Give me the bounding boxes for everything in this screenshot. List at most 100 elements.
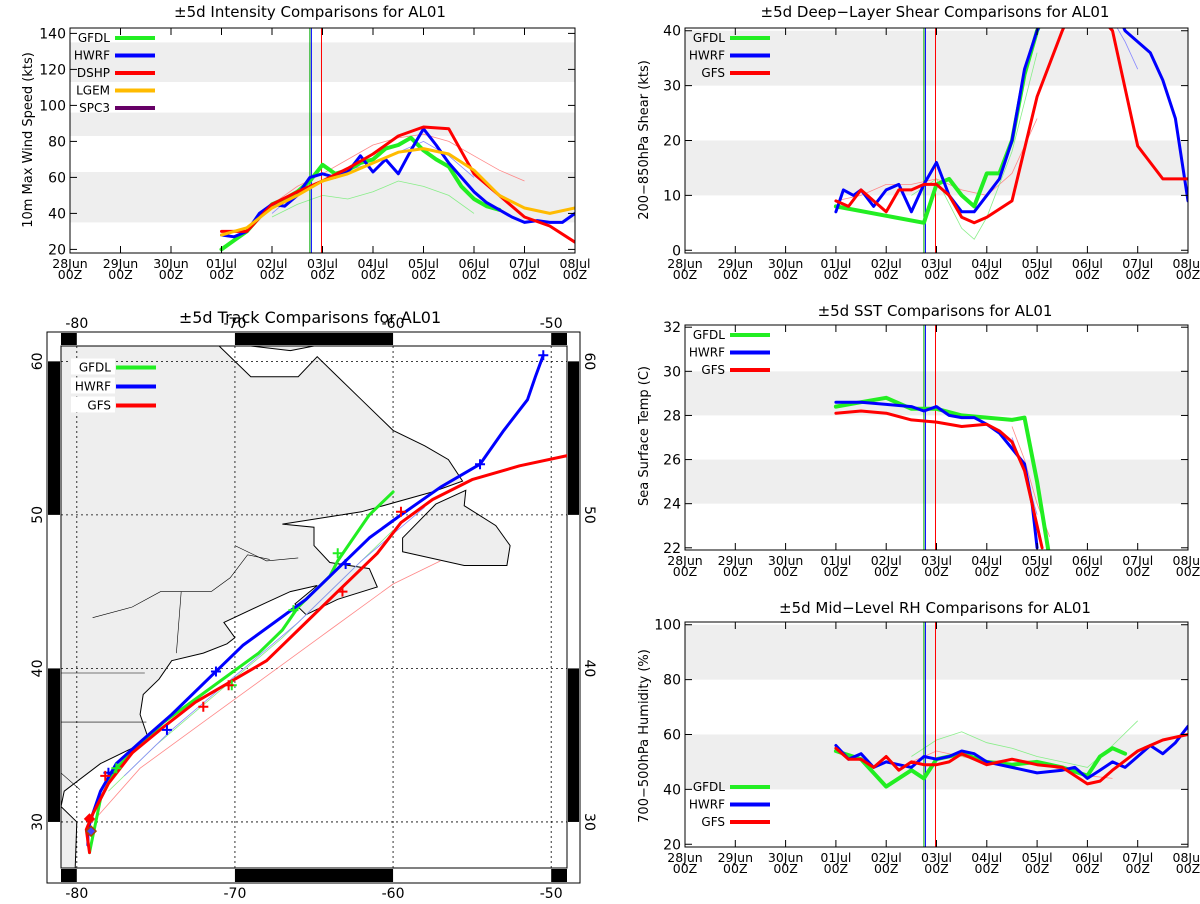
intensity-band-1: [70, 113, 575, 136]
shear-xtick-label-hour: 00Z: [1025, 267, 1049, 282]
shear-ytick-label: 10: [663, 188, 681, 204]
intensity-legend-label: HWRF: [74, 49, 110, 63]
intensity-ytick-label: 40: [48, 206, 66, 222]
sst-ytick-label: 24: [663, 497, 681, 513]
track-lat-label-left: 50: [30, 506, 46, 524]
track-border-top-block: [235, 333, 393, 345]
track-border-left-block: [48, 668, 60, 822]
intensity-xtick-label-hour: 00Z: [361, 267, 385, 282]
shear-xtick-label-hour: 00Z: [874, 267, 898, 282]
track-legend-label: HWRF: [75, 379, 111, 393]
rh-xtick-label-hour: 00Z: [1075, 861, 1099, 876]
intensity-xtick-label-hour: 00Z: [159, 267, 183, 282]
rh-ytick-label: 100: [654, 618, 681, 634]
sst-xtick-label-hour: 00Z: [1025, 564, 1049, 579]
track-border-right-block: [568, 361, 579, 515]
track-lon-label-bottom: -80: [65, 886, 88, 900]
shear-title: ±5d Deep−Layer Shear Comparisons for AL0…: [761, 3, 1110, 21]
track-lon-label-top: -60: [382, 316, 405, 332]
intensity-ytick-label: 60: [48, 170, 66, 186]
rh-panel: ±5d Mid−Level RH Comparisons for AL01 70…: [637, 599, 1200, 876]
sst-xtick-label-hour: 00Z: [924, 564, 948, 579]
sst-legend-label: GFDL: [693, 328, 725, 342]
track-border-top-block: [551, 333, 567, 345]
intensity-xtick-label-hour: 00Z: [209, 267, 233, 282]
rh-ytick-label: 60: [663, 728, 681, 744]
rh-xtick-label-hour: 00Z: [723, 861, 747, 876]
intensity-ytick-label: 80: [48, 134, 66, 150]
rh-ytick-label: 40: [663, 782, 681, 798]
track-panel: ±5d Track Comparisons for AL01 -80-80-70…: [29, 308, 603, 900]
intensity-legend-label: GFDL: [78, 31, 110, 45]
sst-xtick-label-hour: 00Z: [874, 564, 898, 579]
track-lon-label-bottom: -50: [540, 886, 563, 900]
intensity-ytick-label: 100: [39, 98, 66, 114]
track-lon-label-top: -70: [224, 316, 247, 332]
sst-xtick-label-hour: 00Z: [773, 564, 797, 579]
sst-frame: [685, 325, 1188, 550]
shear-xtick-label-hour: 00Z: [723, 267, 747, 282]
shear-ytick-label: 40: [663, 24, 681, 40]
rh-xtick-label-hour: 00Z: [1025, 861, 1049, 876]
track-lon-label-bottom: -70: [224, 886, 247, 900]
intensity-xtick-label-hour: 00Z: [260, 267, 284, 282]
track-legend-label: GFDL: [79, 360, 111, 374]
intensity-xtick-label-hour: 00Z: [108, 267, 132, 282]
sst-legend-label: HWRF: [689, 346, 725, 360]
track-marker-gfs: [594, 444, 604, 454]
sst-xtick-label-hour: 00Z: [1075, 564, 1099, 579]
track-border-bottom-block: [551, 869, 567, 882]
rh-xtick-label-hour: 00Z: [1176, 861, 1200, 876]
intensity-xtick-label-hour: 00Z: [310, 267, 334, 282]
rh-legend-label: GFDL: [693, 780, 725, 794]
track-lon-label-bottom: -60: [382, 886, 405, 900]
shear-ytick-label: 30: [663, 79, 681, 95]
intensity-xtick-label-hour: 00Z: [512, 267, 536, 282]
intensity-xtick-label-hour: 00Z: [563, 267, 587, 282]
track-lat-label-right: 60: [581, 352, 597, 370]
track-lat-label-right: 40: [581, 659, 597, 677]
intensity-legend-label: DSHP: [77, 66, 110, 80]
shear-ylabel: 200−850hPa Shear (kts): [637, 60, 652, 220]
intensity-xtick-label-hour: 00Z: [411, 267, 435, 282]
sst-xtick-label-hour: 00Z: [975, 564, 999, 579]
track-legend-label: GFS: [87, 398, 111, 412]
rh-xtick-label-hour: 00Z: [673, 861, 697, 876]
shear-xtick-label-hour: 00Z: [1125, 267, 1149, 282]
shear-xtick-label-hour: 00Z: [975, 267, 999, 282]
shear-xtick-label-hour: 00Z: [824, 267, 848, 282]
rh-xtick-label-hour: 00Z: [924, 861, 948, 876]
shear-panel: ±5d Deep−Layer Shear Comparisons for AL0…: [637, 3, 1200, 282]
intensity-legend-label: SPC3: [79, 101, 110, 115]
shear-xtick-label-hour: 00Z: [1176, 267, 1200, 282]
intensity-xtick-label-hour: 00Z: [462, 267, 486, 282]
track-border-right-block: [568, 668, 579, 822]
rh-xtick-label-hour: 00Z: [874, 861, 898, 876]
track-border-top-block: [61, 333, 77, 345]
track-lat-label-left: 60: [30, 352, 46, 370]
shear-legend-label: GFDL: [693, 31, 725, 45]
sst-panel: ±5d SST Comparisons for AL01 Sea Surface…: [637, 302, 1200, 579]
sst-ytick-label: 32: [663, 320, 681, 336]
track-lon-label-top: -80: [65, 316, 88, 332]
rh-legend-label: HWRF: [689, 798, 725, 812]
track-lat-label-right: 50: [581, 506, 597, 524]
sst-ytick-label: 26: [663, 453, 681, 469]
sst-ylabel: Sea Surface Temp (C): [637, 366, 652, 506]
sst-xtick-label-hour: 00Z: [723, 564, 747, 579]
rh-xtick-label-hour: 00Z: [975, 861, 999, 876]
intensity-panel: ±5d Intensity Comparisons for AL01 10m M…: [21, 3, 591, 282]
shear-ytick-label: 20: [663, 134, 681, 150]
shear-xtick-label-hour: 00Z: [673, 267, 697, 282]
rh-ytick-label: 80: [663, 673, 681, 689]
intensity-band-2: [70, 42, 575, 82]
sst-legend-label: GFS: [701, 363, 725, 377]
rh-xtick-label-hour: 00Z: [773, 861, 797, 876]
track-lon-label-top: -50: [540, 316, 563, 332]
sst-band-0: [685, 460, 1188, 504]
track-lat-label-left: 30: [30, 813, 46, 831]
track-border-bottom-block: [235, 869, 393, 882]
shear-legend-label: GFS: [701, 66, 725, 80]
